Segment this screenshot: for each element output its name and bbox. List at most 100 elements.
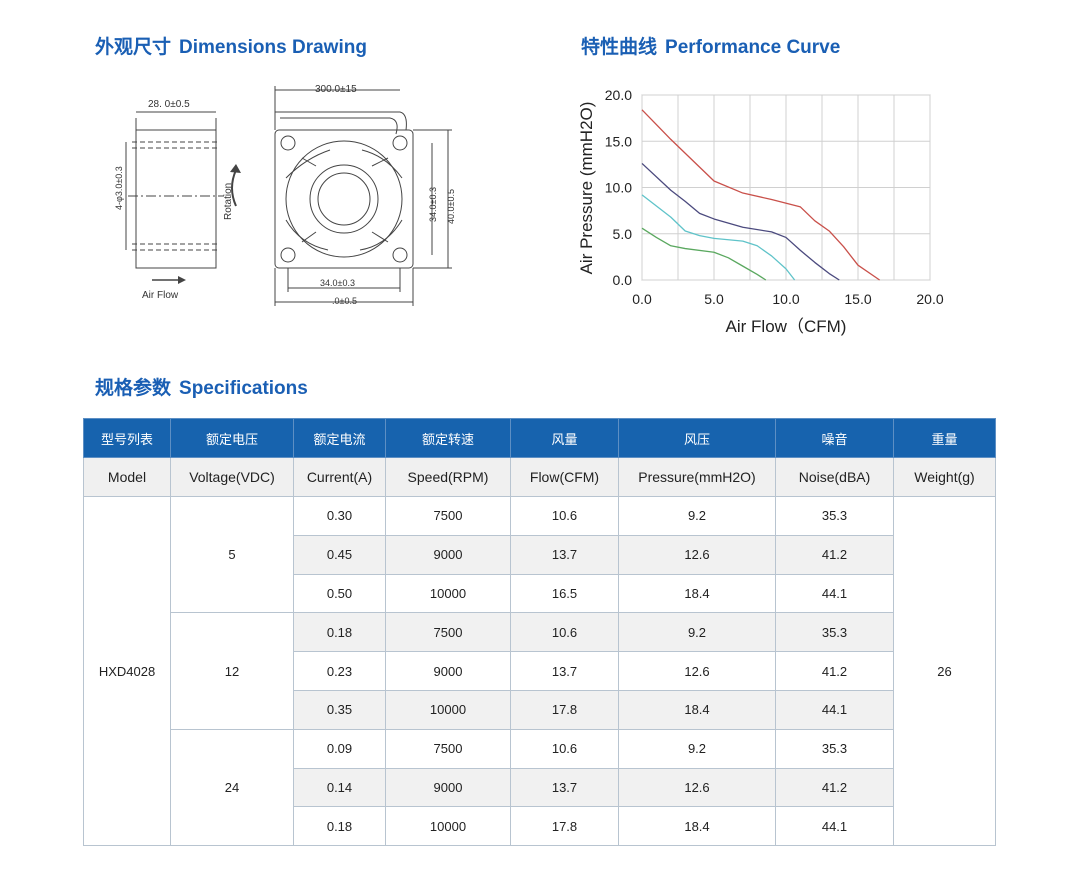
current-cell: 0.35 (293, 689, 386, 730)
x-tick-label: 20.0 (916, 291, 943, 307)
current-cell: 0.18 (293, 612, 386, 653)
y-tick-label: 5.0 (613, 226, 633, 242)
x-tick-label: 0.0 (632, 291, 652, 307)
pressure-cell: 12.6 (618, 534, 776, 575)
y-tick-label: 20.0 (605, 87, 632, 103)
pressure-cell: 18.4 (618, 573, 776, 614)
flow-cell: 16.5 (510, 573, 619, 614)
series-line-3 (641, 227, 767, 281)
header-row-zh: 型号列表 额定电压 额定电流 额定转速 风量 风压 噪音 重量 (83, 418, 996, 458)
x-tick-label: 5.0 (704, 291, 724, 307)
header-zh-cell: 噪音 (775, 418, 894, 458)
header-en-cell: Weight(g) (893, 457, 996, 497)
pressure-cell: 9.2 (618, 496, 776, 536)
speed-cell: 9000 (385, 767, 511, 808)
flow-cell: 17.8 (510, 689, 619, 730)
table-row: 0.45 9000 13.7 12.6 41.2 (84, 534, 996, 575)
pressure-cell: 18.4 (618, 689, 776, 730)
noise-cell: 44.1 (775, 806, 894, 847)
header-row-en: Model Voltage(VDC) Current(A) Speed(RPM) Flo… (83, 457, 996, 497)
series-line-2 (641, 194, 796, 281)
speed-cell: 10000 (385, 689, 511, 730)
voltage-cell: 24 (170, 728, 294, 847)
wire-length-label: 300.0±15 (315, 84, 357, 95)
noise-cell: 41.2 (775, 767, 894, 808)
header-zh-cell: 风压 (618, 418, 776, 458)
performance-chart: 0.0 5.0 10.0 15.0 20.0 0.0 5.0 10.0 15.0 20.0 Air… (577, 87, 944, 336)
header-zh-cell: 型号列表 (83, 418, 171, 458)
front-view-outline (274, 129, 414, 269)
table-row: 0.50 10000 16.5 18.4 44.1 (84, 573, 996, 614)
flow-cell: 10.6 (510, 496, 619, 536)
current-cell: 0.45 (293, 534, 386, 575)
header-en-cell: Flow(CFM) (510, 457, 619, 497)
flow-cell: 17.8 (510, 806, 619, 847)
flow-cell: 10.6 (510, 728, 619, 769)
header-en-cell: Speed(RPM) (385, 457, 511, 497)
header-zh-cell: 风量 (510, 418, 619, 458)
spec-body: HXD4028 5 0.30 7500 10.6 9.2 35.3 26 0.45 9000 13.… (83, 495, 996, 847)
header-en-cell: Current(A) (293, 457, 386, 497)
series-lines (641, 109, 880, 281)
voltage-cell: 12 (170, 612, 294, 730)
speed-cell: 9000 (385, 651, 511, 691)
flow-cell: 10.6 (510, 612, 619, 653)
performance-title-en: Performance Curve (665, 37, 841, 58)
series-line-1 (641, 162, 840, 281)
x-tick-label: 10.0 (772, 291, 799, 307)
y-tick-label: 10.0 (605, 180, 632, 196)
noise-cell: 41.2 (775, 651, 894, 691)
airflow-arrow-icon (178, 276, 186, 284)
speed-cell: 10000 (385, 573, 511, 614)
side-view-outline (135, 129, 217, 269)
dimensions-section-title: 外观尺寸 Dimensions Drawing (95, 32, 367, 59)
rotation-arrow-icon (230, 164, 241, 173)
header-en-cell: Model (83, 457, 171, 497)
weight-cell: 26 (893, 495, 996, 847)
airflow-label: Air Flow (142, 290, 179, 301)
header-zh-cell: 额定电压 (170, 418, 294, 458)
series-line-0 (641, 109, 880, 281)
pressure-cell: 12.6 (618, 767, 776, 808)
y-tick-label: 15.0 (605, 133, 632, 149)
model-cell: HXD4028 (83, 495, 171, 847)
performance-section-title: 特性曲线 Performance Curve (581, 32, 840, 59)
header-en-cell: Pressure(mmH2O) (618, 457, 776, 497)
performance-title-zh: 特性曲线 (581, 36, 658, 58)
y-axis-label: Air Pressure (mmH2O) (577, 102, 596, 275)
specs-section-title: 规格参数 Specifications (95, 373, 308, 400)
specifications-table: 型号列表 额定电压 额定电流 额定转速 风量 风压 噪音 重量 Model Voltage(VD… (83, 418, 996, 847)
header-en-cell: Noise(dBA) (775, 457, 894, 497)
current-cell: 0.09 (293, 728, 386, 769)
speed-cell: 10000 (385, 806, 511, 847)
dimensions-drawing: 28. 0±0.5 4-φ3.0±0.3 Air Flow Rotation 3… (114, 84, 456, 306)
axis-ticks: 0.0 5.0 10.0 15.0 20.0 0.0 5.0 10.0 15.0 20.0 (605, 87, 944, 307)
speed-cell: 7500 (385, 728, 511, 769)
pressure-cell: 12.6 (618, 651, 776, 691)
flow-cell: 13.7 (510, 534, 619, 575)
specs-title-en: Specifications (179, 378, 308, 399)
hole-pitch-horizontal-label: 34.0±0.3 (320, 278, 355, 288)
noise-cell: 35.3 (775, 496, 894, 536)
table-row: 0.35 10000 17.8 18.4 44.1 (84, 689, 996, 730)
noise-cell: 35.3 (775, 612, 894, 653)
dimensions-title-zh: 外观尺寸 (95, 36, 172, 58)
hole-label: 4-φ3.0±0.3 (114, 166, 124, 210)
size-horizontal-label: .0±0.5 (332, 296, 357, 306)
pressure-cell: 9.2 (618, 612, 776, 653)
grid-lines (641, 94, 931, 281)
current-cell: 0.50 (293, 573, 386, 614)
x-tick-label: 15.0 (844, 291, 871, 307)
flow-cell: 13.7 (510, 767, 619, 808)
noise-cell: 44.1 (775, 573, 894, 614)
y-tick-label: 0.0 (613, 272, 633, 288)
current-cell: 0.18 (293, 806, 386, 847)
header-zh-cell: 额定电流 (293, 418, 386, 458)
voltage-cell: 5 (170, 495, 294, 614)
x-axis-label: Air Flow（CFM) (726, 317, 847, 336)
table-row: 0.18 10000 17.8 18.4 44.1 (84, 806, 996, 847)
dimensions-title-en: Dimensions Drawing (179, 37, 367, 58)
pressure-cell: 18.4 (618, 806, 776, 847)
pressure-cell: 9.2 (618, 728, 776, 769)
header-en-cell: Voltage(VDC) (170, 457, 294, 497)
